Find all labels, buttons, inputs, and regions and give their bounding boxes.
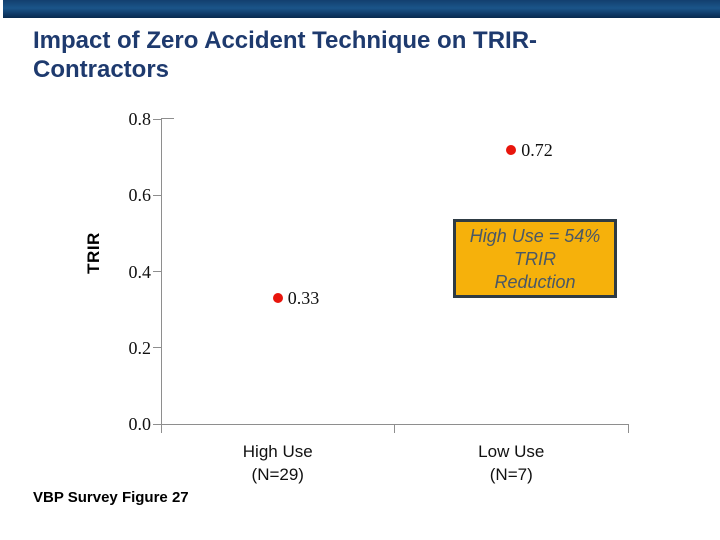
x-category-label-line: (N=7) (489, 465, 533, 484)
y-tick-label: 0.0 (128, 414, 152, 434)
x-category-label: High Use (N=29) (193, 440, 363, 486)
y-axis-line (161, 118, 162, 425)
annotation-line3: Reduction (494, 272, 576, 292)
y-tick-label: 0.4 (128, 261, 152, 282)
x-category-label-line: Low Use (478, 442, 545, 461)
figure-caption: VBP Survey Figure 27 (33, 489, 189, 506)
annotation-line1: High Use = 54% (469, 226, 601, 246)
y-tick-label: 0.6 (128, 185, 152, 206)
x-tick-mark (394, 425, 395, 433)
y-tick-mark (153, 118, 161, 120)
y-tick-label: 0.2 (128, 337, 152, 358)
x-category-label-line: High Use (242, 442, 313, 461)
x-axis-line (161, 424, 629, 425)
slide-title: Impact of Zero Accident Technique on TRI… (33, 26, 663, 84)
x-tick-mark (160, 425, 162, 433)
x-category-label-line: (N=29) (251, 465, 304, 484)
y-tick-mark (153, 271, 161, 272)
data-point-label: 0.33 (287, 288, 320, 309)
y-tick-mark (153, 423, 161, 425)
y-tick-label: 0.8 (128, 109, 152, 129)
data-point (506, 144, 517, 155)
y-tick-mark (153, 194, 161, 196)
annotation-line2: TRIR (514, 249, 556, 269)
y-axis-title: TRIR (84, 232, 103, 274)
data-point (272, 293, 283, 304)
y-tick-mark (153, 347, 161, 349)
data-point-label: 0.72 (521, 139, 553, 160)
slide-title-line2: Contractors (33, 56, 170, 83)
header-accent-bar (3, 0, 720, 18)
x-category-label: Low Use (N=7) (426, 440, 596, 486)
x-tick-mark (627, 425, 629, 433)
slide-title-line1: Impact of Zero Accident Technique on TRI… (33, 27, 538, 54)
annotation-callout: High Use = 54% TRIR Reduction (453, 219, 617, 298)
y-axis-top-tick (161, 118, 174, 119)
